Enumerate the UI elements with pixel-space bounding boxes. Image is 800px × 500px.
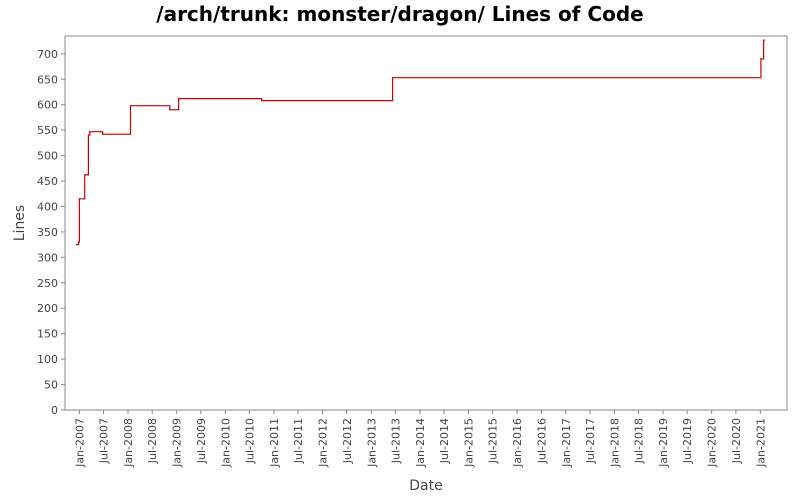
y-tick-label: 500: [37, 150, 58, 163]
y-tick-label: 600: [37, 99, 58, 112]
y-tick-label: 0: [51, 404, 58, 417]
x-tick-label: Jul-2009: [195, 418, 208, 464]
y-axis: 0 50 100 150 200 250 300 350 400 450 500 550 600 650 7…: [37, 48, 65, 417]
data-point: [177, 97, 180, 100]
x-tick-label: Jan-2010: [219, 418, 232, 468]
x-tick-label: Jan-2021: [754, 418, 767, 468]
y-tick-label: 250: [37, 277, 58, 290]
data-point: [78, 198, 80, 200]
x-tick-label: Jan-2013: [365, 418, 378, 468]
data-point: [102, 133, 104, 135]
x-tick-label: Jul-2008: [146, 418, 159, 464]
series-line: [76, 39, 765, 246]
x-tick-label: Jul-2007: [97, 418, 110, 464]
data-point: [129, 105, 132, 107]
series-layer: [75, 39, 765, 246]
data-point: [84, 174, 86, 176]
chart-title: /arch/trunk: monster/dragon/ Lines of Co…: [156, 2, 643, 26]
data-point: [261, 100, 263, 102]
data-point: [77, 241, 80, 243]
x-tick-label: Jan-2020: [706, 418, 719, 468]
x-tick-label: Jan-2018: [608, 418, 621, 468]
plot-area: [64, 35, 788, 411]
x-tick-label: Jan-2014: [414, 418, 427, 468]
x-tick-label: Jul-2011: [292, 418, 305, 464]
x-tick-label: Jul-2014: [438, 418, 451, 464]
x-tick-label: Jul-2019: [681, 418, 694, 464]
x-tick-label: Jan-2007: [73, 418, 86, 468]
y-tick-label: 200: [37, 302, 58, 315]
x-tick-label: Jan-2009: [171, 418, 184, 468]
x-tick-label: Jan-2008: [122, 418, 135, 468]
y-axis-label: Lines: [12, 205, 28, 241]
y-tick-label: 100: [37, 353, 58, 366]
y-tick-label: 50: [44, 379, 58, 392]
x-tick-label: Jul-2013: [389, 418, 402, 464]
x-tick-label: Jan-2019: [657, 418, 670, 468]
x-axis: Jan-2007 Jul-2007 Jan-2008 Jul-2008 Jan-2009…: [73, 410, 767, 468]
y-tick-label: 150: [37, 328, 58, 341]
x-tick-label: Jul-2018: [633, 418, 646, 464]
y-tick-label: 700: [37, 48, 58, 61]
x-axis-label: Date: [409, 478, 442, 494]
y-tick-label: 550: [37, 124, 58, 137]
y-tick-label: 400: [37, 200, 58, 213]
x-tick-label: Jan-2011: [268, 418, 281, 468]
x-tick-label: Jul-2010: [243, 418, 256, 464]
x-tick-label: Jan-2012: [317, 418, 330, 468]
x-tick-label: Jul-2017: [584, 418, 597, 464]
y-tick-label: 350: [37, 226, 58, 239]
x-tick-label: Jul-2015: [487, 418, 500, 464]
y-tick-label: 450: [37, 175, 58, 188]
data-point: [89, 131, 91, 133]
data-point: [391, 77, 394, 79]
data-point: [760, 58, 762, 60]
y-tick-label: 300: [37, 251, 58, 264]
x-tick-label: Jan-2017: [560, 418, 573, 468]
x-tick-label: Jan-2015: [462, 418, 475, 468]
x-tick-label: Jul-2016: [535, 418, 548, 464]
data-point: [169, 109, 171, 111]
y-tick-label: 650: [37, 73, 58, 86]
data-point: [87, 134, 90, 136]
data-point: [763, 39, 765, 41]
x-tick-label: Jul-2020: [730, 418, 743, 464]
data-point: [75, 244, 78, 246]
x-tick-label: Jul-2012: [341, 418, 354, 464]
x-tick-label: Jan-2016: [511, 418, 524, 468]
